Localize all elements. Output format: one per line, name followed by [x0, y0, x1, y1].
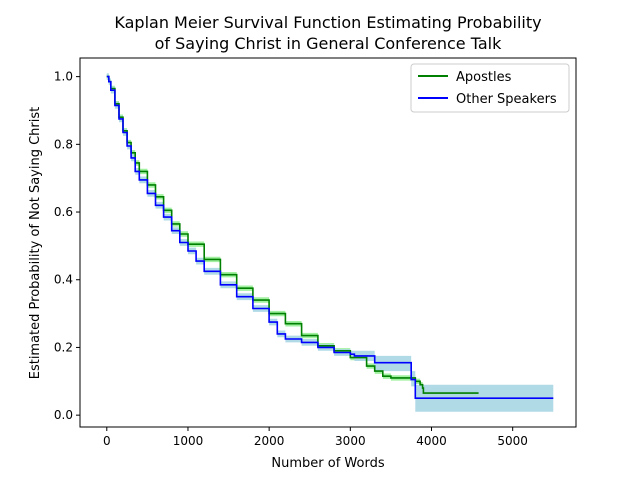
y-tick-label: 1.0 — [54, 70, 73, 84]
x-axis: 0 1000 2000 3000 4000 5000 — [103, 427, 528, 448]
x-tick-label: 3000 — [335, 434, 366, 448]
confidence-band-other-speakers — [106, 73, 554, 412]
x-tick-label: 1000 — [173, 434, 204, 448]
y-tick-label: 0.0 — [54, 408, 73, 422]
series-line-apostles — [106, 75, 479, 394]
y-tick-label: 0.6 — [54, 205, 73, 219]
y-tick-label: 0.4 — [54, 273, 73, 287]
x-tick-label: 5000 — [497, 434, 528, 448]
plot-area — [106, 73, 554, 412]
legend-box — [410, 63, 570, 113]
axes-frame — [79, 57, 577, 428]
x-tick-label: 4000 — [416, 434, 447, 448]
x-tick-label: 2000 — [254, 434, 285, 448]
x-axis-label: Number of Words — [271, 456, 384, 471]
y-tick-label: 0.8 — [54, 137, 73, 151]
y-axis-label: Estimated Probability of Not Saying Chri… — [28, 107, 43, 380]
confidence-band-apostles — [106, 73, 479, 396]
y-tick-label: 0.2 — [54, 340, 73, 354]
chart-title-line1: Kaplan Meier Survival Function Estimatin… — [114, 13, 541, 32]
legend-label-apostles: Apostles — [456, 70, 512, 85]
x-tick-label: 0 — [103, 434, 111, 448]
y-axis: 0.0 0.2 0.4 0.6 0.8 1.0 — [54, 70, 80, 422]
series-line-other-speakers — [106, 75, 554, 399]
legend-label-other-speakers: Other Speakers — [456, 92, 557, 107]
legend: Apostles Other Speakers — [410, 63, 570, 113]
chart-title-line2: of Saying Christ in General Conference T… — [155, 34, 503, 53]
